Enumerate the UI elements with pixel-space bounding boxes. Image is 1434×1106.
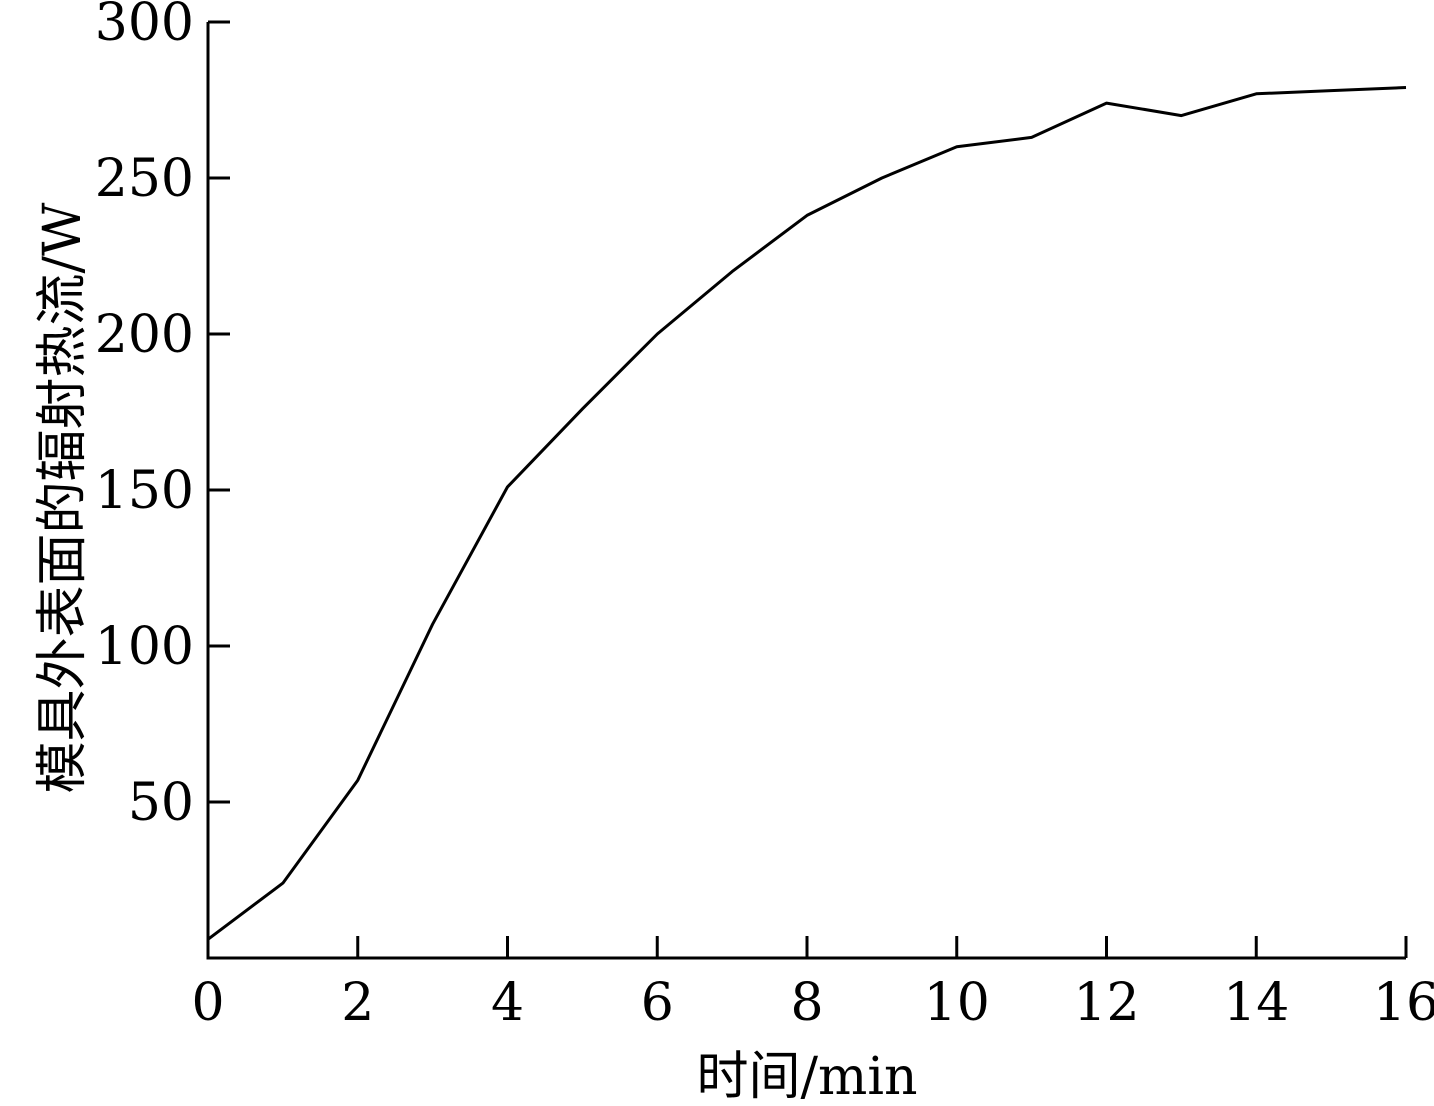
y-tick-label: 200	[95, 305, 194, 365]
y-tick-label: 250	[95, 149, 194, 209]
y-tick-label: 100	[95, 617, 194, 677]
x-tick-label: 6	[641, 973, 674, 1033]
y-tick-label: 300	[95, 0, 194, 53]
y-axis-ticks: 50 100 150 200 250 300	[95, 0, 230, 833]
x-axis-ticks: 0 2 4 6 8 10 12 14 16	[191, 936, 1434, 1033]
x-tick-label: 4	[491, 973, 524, 1033]
x-tick-label: 10	[924, 973, 990, 1033]
x-tick-label: 16	[1373, 973, 1434, 1033]
x-tick-label: 14	[1223, 973, 1289, 1033]
axes	[206, 22, 1406, 960]
x-tick-label: 2	[341, 973, 374, 1033]
y-tick-label: 150	[95, 461, 194, 521]
x-tick-label: 0	[191, 973, 224, 1033]
x-axis-label: 时间/min	[697, 1047, 918, 1106]
x-tick-label: 12	[1073, 973, 1139, 1033]
y-tick-label: 50	[128, 773, 194, 833]
y-axis-label: 模具外表面的辐射热流/W	[33, 202, 93, 794]
series-line	[207, 86, 1407, 941]
x-tick-label: 8	[790, 973, 823, 1033]
